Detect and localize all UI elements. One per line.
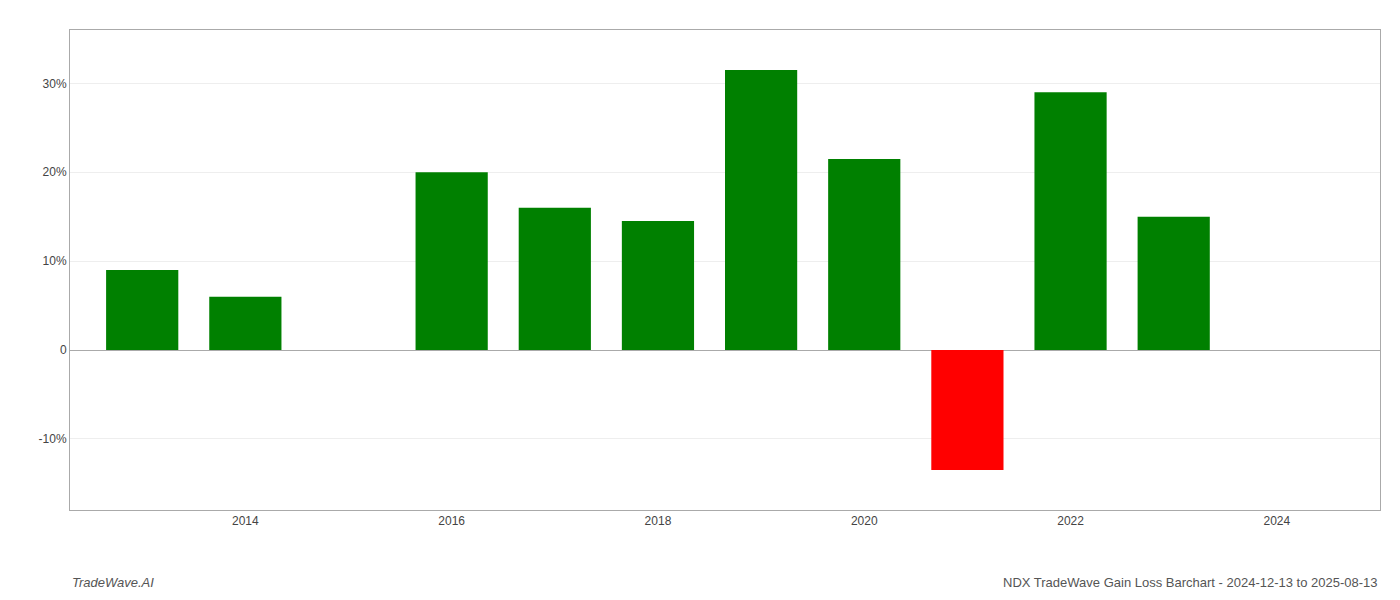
svg-text:2022: 2022 (1057, 514, 1084, 528)
svg-text:2018: 2018 (645, 514, 672, 528)
svg-text:2016: 2016 (438, 514, 465, 528)
svg-text:10%: 10% (43, 254, 67, 268)
svg-text:0: 0 (60, 343, 67, 357)
svg-text:NDX TradeWave Gain Loss Barcha: NDX TradeWave Gain Loss Barchart - 2024-… (1003, 575, 1378, 590)
svg-text:30%: 30% (43, 77, 67, 91)
svg-text:-10%: -10% (39, 432, 67, 446)
svg-text:20%: 20% (43, 165, 67, 179)
svg-text:2014: 2014 (232, 514, 259, 528)
svg-text:2020: 2020 (851, 514, 878, 528)
svg-text:2024: 2024 (1263, 514, 1290, 528)
svg-text:TradeWave.AI: TradeWave.AI (72, 575, 154, 590)
